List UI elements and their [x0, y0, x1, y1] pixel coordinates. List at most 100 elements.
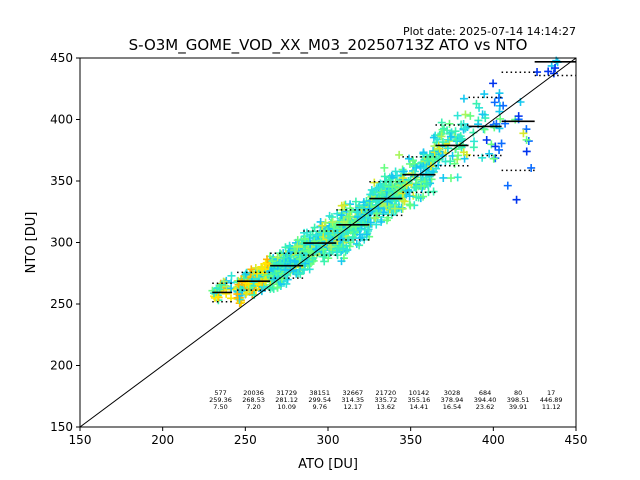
scatter-point — [366, 190, 375, 199]
scatter-point — [285, 248, 294, 257]
scatter-point — [402, 181, 411, 190]
bin-statistics-layer — [212, 61, 576, 303]
y-tick-label: 300 — [50, 236, 73, 250]
scatter-point — [227, 271, 236, 280]
scatter-point — [276, 260, 285, 269]
x-tick-label: 300 — [317, 433, 340, 447]
scatter-point — [475, 103, 484, 112]
scatter-point — [419, 192, 428, 201]
y-tick-label: 450 — [50, 51, 73, 65]
bin-count-label: 31729 — [276, 389, 297, 397]
scatter-point — [373, 209, 382, 218]
bin-std-label: 10.09 — [277, 403, 296, 411]
bin-count-label: 38151 — [309, 389, 330, 397]
y-tick-label: 200 — [50, 359, 73, 373]
scatter-point — [397, 203, 406, 212]
scatter-point — [281, 271, 290, 280]
scatter-point — [409, 156, 418, 165]
y-axis-label: NTO [DU] — [24, 212, 39, 274]
scatter-point — [439, 173, 448, 182]
scatter-point — [367, 185, 376, 194]
x-tick-label: 250 — [234, 433, 257, 447]
scatter-point — [334, 244, 343, 253]
bin-std-label: 39.91 — [509, 403, 528, 411]
scatter-point — [437, 132, 446, 141]
scatter-point — [405, 192, 414, 201]
scatter-point — [522, 135, 531, 144]
bin-labels: 577259.367.5020036268.537.2031729281.121… — [209, 389, 562, 411]
bin-mean-label: 394.40 — [474, 396, 497, 404]
scatter-point — [233, 290, 242, 299]
scatter-point — [446, 132, 455, 141]
scatter-point — [461, 124, 470, 133]
scatter-point — [351, 222, 360, 231]
scatter-point — [466, 111, 475, 120]
x-tick-label: 450 — [565, 433, 588, 447]
bin-mean-label: 281.12 — [275, 396, 298, 404]
scatter-point — [503, 181, 512, 190]
scatter-point — [376, 183, 385, 192]
scatter-point — [406, 201, 415, 210]
scatter-point — [478, 110, 487, 119]
scatter-point — [373, 196, 382, 205]
scatter-point — [279, 253, 288, 262]
x-tick-label: 400 — [482, 433, 505, 447]
bin-std-label: 7.50 — [213, 403, 227, 411]
plot-date: Plot date: 2025-07-14 14:14:27 — [403, 25, 576, 38]
scatter-point — [489, 154, 498, 163]
scatter-point — [366, 218, 375, 227]
scatter-point — [372, 220, 381, 229]
scatter-point — [318, 221, 327, 230]
scatter-point — [495, 107, 504, 116]
bin-mean-label: 268.53 — [242, 396, 265, 404]
scatter-point — [461, 110, 470, 119]
bin-std-label: 14.41 — [410, 403, 429, 411]
bin-mean-label: 314.35 — [341, 396, 364, 404]
bin-count-label: 17 — [547, 389, 555, 397]
bin-count-label: 21720 — [376, 389, 397, 397]
scatter-point — [217, 280, 226, 289]
scatter-point — [351, 197, 360, 206]
scatter-point — [446, 174, 455, 183]
scatter-point — [246, 283, 255, 292]
scatter-point — [384, 186, 393, 195]
scatter-point — [489, 79, 498, 88]
bin-std-label: 11.12 — [542, 403, 561, 411]
scatter-point — [414, 193, 423, 202]
scatter-point — [423, 156, 432, 165]
scatter-point — [445, 119, 454, 128]
scatter-point — [302, 228, 311, 237]
scatter-point — [495, 145, 504, 154]
bin-mean-label: 446.89 — [540, 396, 563, 404]
scatter-point — [459, 148, 468, 157]
scatter-point — [374, 204, 383, 213]
scatter-point — [497, 139, 506, 148]
scatter-point — [544, 67, 553, 76]
scatter-point — [222, 289, 231, 298]
bin-mean-label: 299.54 — [308, 396, 331, 404]
bin-mean-label: 398.51 — [507, 396, 530, 404]
scatter-point — [391, 167, 400, 176]
bin-count-label: 32667 — [342, 389, 363, 397]
scatter-point — [243, 287, 252, 296]
scatter-point — [454, 151, 463, 160]
scatter-point — [353, 208, 362, 217]
scatter-point — [273, 283, 282, 292]
scatter-point — [453, 173, 462, 182]
scatter-point — [263, 255, 272, 264]
scatter-point — [512, 195, 521, 204]
scatter-point — [380, 163, 389, 172]
scatter-point — [387, 171, 396, 180]
scatter-point — [453, 137, 462, 146]
scatter-point — [343, 245, 352, 254]
bin-std-label: 12.17 — [343, 403, 362, 411]
scatter-point — [294, 269, 303, 278]
scatter-point — [400, 197, 409, 206]
y-tick-label: 150 — [50, 420, 73, 434]
scatter-point — [451, 145, 460, 154]
scatter-point — [308, 254, 317, 263]
scatter-point — [327, 242, 336, 251]
scatter-point — [390, 204, 399, 213]
bin-mean-label: 259.36 — [209, 396, 232, 404]
